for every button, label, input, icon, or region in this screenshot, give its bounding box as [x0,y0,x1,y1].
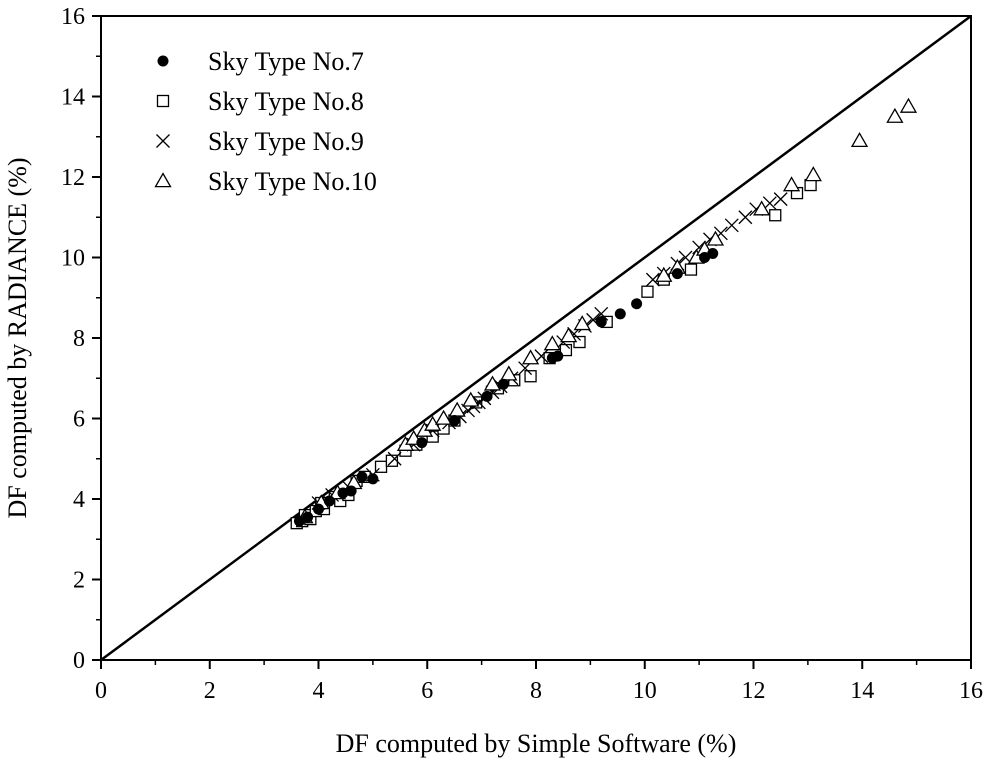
data-point [448,415,460,427]
data-point [773,192,788,207]
data-point [753,200,771,216]
legend-label: Sky Type No.10 [208,167,377,196]
x-tick-label: 6 [421,678,433,704]
legend-item: Sky Type No.9 [156,127,364,156]
x-axis-label: DF computed by Simple Software (%) [336,729,737,758]
data-point [573,315,591,331]
x-tick-label: 0 [95,678,107,704]
legend-label: Sky Type No.9 [208,127,364,156]
data-point [724,218,739,233]
reference-diagonal-line [100,14,972,662]
legend-marker [156,134,170,148]
x-tick-label: 12 [742,678,766,704]
data-point [387,451,402,466]
data-points [290,97,918,530]
data-point [671,268,683,280]
data-point [483,375,502,391]
legend-item: Sky Type No.8 [156,87,364,116]
data-point [645,272,660,287]
data-point [631,298,643,310]
data-point [500,365,518,381]
x-tick-label: 8 [530,678,542,704]
x-tick-label: 4 [313,678,325,704]
data-point [345,485,357,497]
y-tick-label: 6 [73,407,85,433]
data-point [521,349,540,365]
data-point [356,471,368,483]
legend-item: Sky Type No.7 [157,47,364,76]
data-point [738,210,753,225]
legend-marker [156,94,170,108]
data-point [782,176,801,192]
data-point [706,230,725,246]
data-point [699,252,711,263]
x-tick-label: 2 [204,678,216,704]
data-point [552,350,564,362]
legend-label: Sky Type No.7 [208,47,364,76]
legend-marker [157,55,169,67]
data-point [886,107,904,123]
data-point [524,370,537,383]
data-point [434,409,453,425]
y-tick-label: 14 [61,85,85,111]
y-axis-ticks: 0 2 4 6 8 10 12 14 16 [61,4,101,674]
legend-marker [154,172,172,188]
legend: Sky Type No.7 Sky Type No.8 Sky Type No.9 S… [154,47,377,196]
x-tick-label: 16 [959,678,983,704]
legend-item: Sky Type No.10 [154,167,377,196]
x-axis-ticks: 0 2 4 6 8 10 12 14 16 [95,660,983,704]
data-point [641,285,654,298]
data-point [899,97,918,113]
series-filled-circle [293,247,719,527]
legend-label: Sky Type No.8 [208,87,364,116]
data-point [804,166,822,182]
data-point [416,437,428,449]
data-point [707,247,719,259]
data-point [614,308,626,320]
data-point [462,391,480,407]
data-point [481,390,493,402]
y-tick-label: 8 [73,326,85,352]
plot-area: 0 2 4 6 8 10 12 14 16 0 2 4 6 8 10 12 14 16 [61,4,983,704]
y-tick-label: 2 [73,568,85,594]
data-point [684,263,698,276]
data-point [323,495,335,507]
data-point [293,515,305,527]
y-tick-label: 12 [61,165,85,191]
data-point [594,306,609,321]
data-point [367,473,379,485]
y-tick-label: 4 [73,487,85,513]
data-point [850,131,869,148]
data-point [543,335,561,351]
data-point [655,266,673,282]
x-tick-label: 14 [850,678,874,704]
y-tick-label: 10 [61,246,85,272]
data-point [497,378,509,390]
data-point [302,511,314,523]
data-point [534,349,549,364]
x-tick-label: 10 [633,678,657,704]
y-tick-label: 16 [61,4,85,30]
y-tick-label: 0 [73,648,85,674]
data-point [560,327,578,343]
data-point [313,503,324,515]
y-axis-label: DF computed by RADIANCE (%) [3,157,32,518]
data-point [769,209,782,222]
data-point [595,316,607,328]
